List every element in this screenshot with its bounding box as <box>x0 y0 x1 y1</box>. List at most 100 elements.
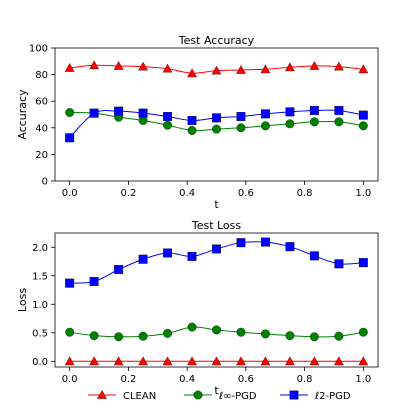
x-tick-label: 0.0 <box>62 374 78 385</box>
series-l2 <box>65 106 368 143</box>
data-point-l2 <box>309 251 319 261</box>
y-tick-label: 60 <box>35 97 48 108</box>
y-tick-label: 1.0 <box>32 300 48 311</box>
y-axis-label: Loss <box>16 288 29 312</box>
data-point-linf <box>260 121 270 131</box>
data-point-clean <box>64 356 75 366</box>
data-point-clean <box>334 61 344 71</box>
data-point-linf <box>212 124 221 134</box>
data-point-linf <box>334 117 344 127</box>
data-point-clean <box>211 65 222 75</box>
data-point-clean <box>309 61 320 70</box>
series-clean <box>64 60 369 78</box>
data-point-linf <box>260 329 270 339</box>
data-point-linf <box>163 328 173 338</box>
series-linf <box>65 322 368 342</box>
data-point-l2 <box>260 109 270 119</box>
data-point-l2 <box>334 106 344 115</box>
data-point-linf <box>285 331 295 341</box>
data-point-l2 <box>236 238 246 248</box>
data-point-linf <box>65 108 75 117</box>
legend: CLEAN ℓ∞-PGD ℓ2-PGD <box>88 390 351 402</box>
data-point-l2 <box>89 277 99 286</box>
x-axis-label: t <box>214 198 219 211</box>
legend-marker-clean <box>97 390 107 399</box>
data-point-clean <box>64 63 75 72</box>
data-point-l2 <box>138 108 148 118</box>
data-point-l2 <box>187 116 197 125</box>
data-point-l2 <box>187 251 197 261</box>
data-point-linf <box>358 327 368 337</box>
y-tick-label: 80 <box>35 70 48 81</box>
data-point-clean <box>113 356 124 366</box>
data-point-linf <box>309 332 319 342</box>
data-point-clean <box>89 356 99 366</box>
data-point-clean <box>285 356 295 366</box>
legend-item-clean: CLEAN <box>88 390 156 402</box>
data-point-linf <box>187 322 197 332</box>
data-point-linf <box>187 126 197 135</box>
data-point-linf <box>309 117 319 127</box>
y-tick-label: 20 <box>35 150 48 161</box>
x-axis-label: t <box>214 384 219 397</box>
loss-chart: Test Loss 0.0 0.2 0.4 0.6 0.8 1.0 0.0 0.5 1.0 1.5 2… <box>16 219 379 397</box>
data-point-clean <box>187 356 197 366</box>
legend-item-linf: ℓ∞-PGD <box>184 390 257 402</box>
data-point-l2 <box>309 106 319 115</box>
data-point-l2 <box>114 265 124 274</box>
data-point-l2 <box>163 248 173 258</box>
data-point-linf <box>334 331 344 341</box>
data-point-l2 <box>212 113 221 123</box>
y-tick-label: 0 <box>42 177 48 188</box>
x-tick-label: 0.4 <box>179 374 195 385</box>
data-point-l2 <box>65 278 75 288</box>
x-tick-label: 0.8 <box>297 188 313 199</box>
x-tick-label: 0.6 <box>238 188 254 199</box>
data-point-clean <box>162 356 173 366</box>
series-clean <box>64 356 369 366</box>
data-point-linf <box>358 121 368 131</box>
data-point-l2 <box>138 254 148 264</box>
legend-marker-linf <box>193 390 203 400</box>
data-point-linf <box>65 327 75 337</box>
data-point-clean <box>260 64 271 74</box>
x-tick-label: 0.6 <box>238 374 254 385</box>
chart-title: Test Accuracy <box>178 34 255 47</box>
data-point-clean <box>309 356 320 366</box>
data-point-l2 <box>358 110 368 120</box>
data-point-l2 <box>285 242 295 252</box>
x-tick-label: 1.0 <box>355 188 371 199</box>
data-point-linf <box>138 331 148 341</box>
data-point-clean <box>285 62 295 72</box>
y-tick-label: 0.5 <box>32 328 48 339</box>
data-point-l2 <box>114 106 124 116</box>
plot-frame <box>54 232 379 368</box>
chart-title: Test Loss <box>191 219 242 232</box>
x-tick-label: 0.2 <box>120 374 136 385</box>
data-point-l2 <box>163 112 173 121</box>
data-point-l2 <box>285 107 295 117</box>
x-tick-label: 0.4 <box>179 188 195 199</box>
data-point-linf <box>285 119 295 129</box>
x-tick-label: 1.0 <box>355 374 371 385</box>
y-tick-label: 2.0 <box>32 243 48 254</box>
data-point-clean <box>236 65 246 74</box>
data-point-linf <box>163 120 173 130</box>
legend-label: ℓ∞-PGD <box>219 391 257 402</box>
data-point-clean <box>358 356 369 366</box>
x-tick-label: 0.2 <box>120 188 136 199</box>
data-point-clean <box>89 60 99 70</box>
series-l2 <box>65 237 368 288</box>
y-tick-label: 0.0 <box>32 357 48 368</box>
x-tick-label: 0.0 <box>62 188 78 199</box>
legend-label: ℓ2-PGD <box>315 391 351 402</box>
data-point-clean <box>162 63 173 73</box>
data-point-clean <box>113 61 124 70</box>
data-point-clean <box>211 356 222 366</box>
data-point-clean <box>138 61 148 71</box>
data-point-linf <box>236 123 246 133</box>
x-tick-label: 0.8 <box>297 374 313 385</box>
y-tick-label: 40 <box>35 123 48 134</box>
plot-frame <box>54 47 379 182</box>
